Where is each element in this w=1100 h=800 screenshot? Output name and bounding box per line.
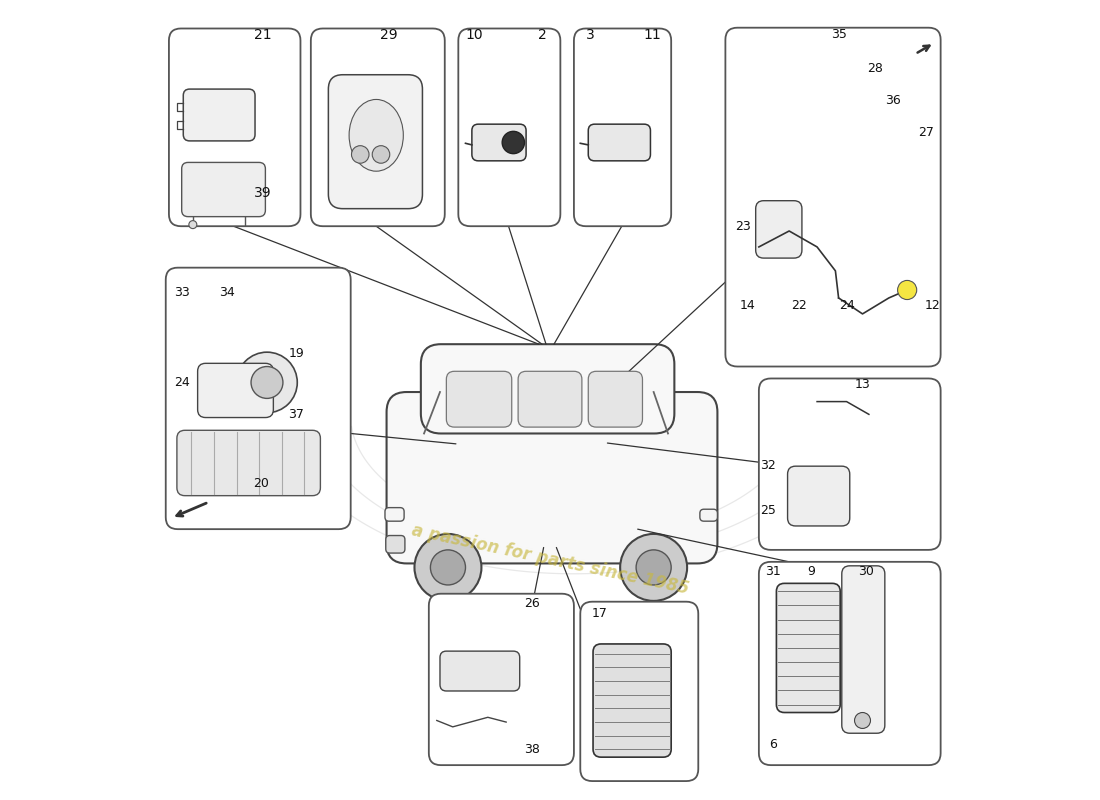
FancyBboxPatch shape — [581, 602, 698, 781]
Text: 38: 38 — [525, 742, 540, 756]
Text: 26: 26 — [525, 597, 540, 610]
FancyBboxPatch shape — [184, 89, 255, 141]
Circle shape — [352, 146, 368, 163]
Text: 24: 24 — [838, 299, 855, 313]
FancyBboxPatch shape — [788, 466, 850, 526]
Circle shape — [236, 352, 297, 413]
FancyBboxPatch shape — [182, 162, 265, 217]
Circle shape — [430, 550, 465, 585]
Text: 17: 17 — [592, 607, 607, 620]
FancyBboxPatch shape — [329, 74, 422, 209]
FancyBboxPatch shape — [198, 363, 274, 418]
Text: 35: 35 — [830, 28, 847, 42]
Text: 24: 24 — [174, 376, 189, 389]
FancyBboxPatch shape — [447, 371, 512, 427]
Circle shape — [636, 550, 671, 585]
FancyBboxPatch shape — [777, 583, 840, 713]
Text: 31: 31 — [766, 565, 781, 578]
Text: 3: 3 — [585, 28, 594, 42]
FancyBboxPatch shape — [756, 201, 802, 258]
Text: 12: 12 — [925, 299, 940, 313]
FancyBboxPatch shape — [386, 392, 717, 563]
Text: 36: 36 — [884, 94, 901, 106]
Text: 28: 28 — [867, 62, 883, 75]
Text: 30: 30 — [858, 565, 873, 578]
FancyBboxPatch shape — [700, 510, 717, 521]
Circle shape — [251, 366, 283, 398]
Circle shape — [620, 534, 688, 601]
Text: 33: 33 — [174, 286, 189, 299]
FancyBboxPatch shape — [385, 508, 404, 521]
Circle shape — [189, 221, 197, 229]
Text: 10: 10 — [465, 28, 483, 42]
Text: 27: 27 — [918, 126, 934, 139]
FancyBboxPatch shape — [725, 28, 940, 366]
FancyBboxPatch shape — [759, 562, 940, 765]
Text: 9: 9 — [807, 565, 815, 578]
Circle shape — [415, 534, 482, 601]
FancyBboxPatch shape — [311, 29, 444, 226]
Circle shape — [503, 131, 525, 154]
FancyBboxPatch shape — [588, 371, 642, 427]
Text: 2: 2 — [538, 28, 547, 42]
FancyBboxPatch shape — [169, 29, 300, 226]
FancyBboxPatch shape — [421, 344, 674, 434]
FancyBboxPatch shape — [459, 29, 560, 226]
FancyBboxPatch shape — [166, 268, 351, 529]
Text: 20: 20 — [253, 478, 270, 490]
FancyBboxPatch shape — [386, 535, 405, 553]
FancyBboxPatch shape — [472, 124, 526, 161]
Circle shape — [855, 713, 870, 729]
FancyBboxPatch shape — [842, 566, 884, 734]
FancyBboxPatch shape — [759, 378, 940, 550]
Circle shape — [898, 281, 916, 299]
Text: 13: 13 — [855, 378, 870, 390]
FancyBboxPatch shape — [429, 594, 574, 765]
Text: 11: 11 — [644, 28, 661, 42]
Text: 19: 19 — [288, 347, 305, 360]
FancyBboxPatch shape — [177, 430, 320, 496]
Text: 22: 22 — [791, 299, 806, 313]
Circle shape — [372, 146, 389, 163]
Text: 39: 39 — [254, 186, 272, 200]
Text: 37: 37 — [288, 408, 305, 421]
Text: 29: 29 — [381, 28, 398, 42]
FancyBboxPatch shape — [588, 124, 650, 161]
FancyBboxPatch shape — [593, 644, 671, 757]
Text: 34: 34 — [219, 286, 235, 299]
FancyBboxPatch shape — [518, 371, 582, 427]
FancyBboxPatch shape — [440, 651, 519, 691]
Text: 23: 23 — [735, 220, 751, 233]
Text: 14: 14 — [740, 299, 756, 313]
Ellipse shape — [349, 99, 404, 171]
Text: 25: 25 — [760, 503, 777, 517]
Text: a passion for parts since 1985: a passion for parts since 1985 — [409, 522, 691, 598]
FancyBboxPatch shape — [574, 29, 671, 226]
Text: 21: 21 — [254, 28, 272, 42]
Text: 32: 32 — [760, 459, 777, 472]
Text: 6: 6 — [769, 738, 778, 751]
